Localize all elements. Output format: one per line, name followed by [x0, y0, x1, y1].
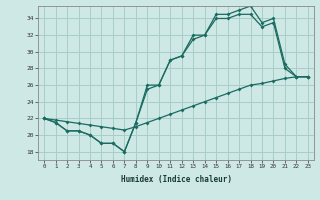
X-axis label: Humidex (Indice chaleur): Humidex (Indice chaleur) [121, 175, 231, 184]
